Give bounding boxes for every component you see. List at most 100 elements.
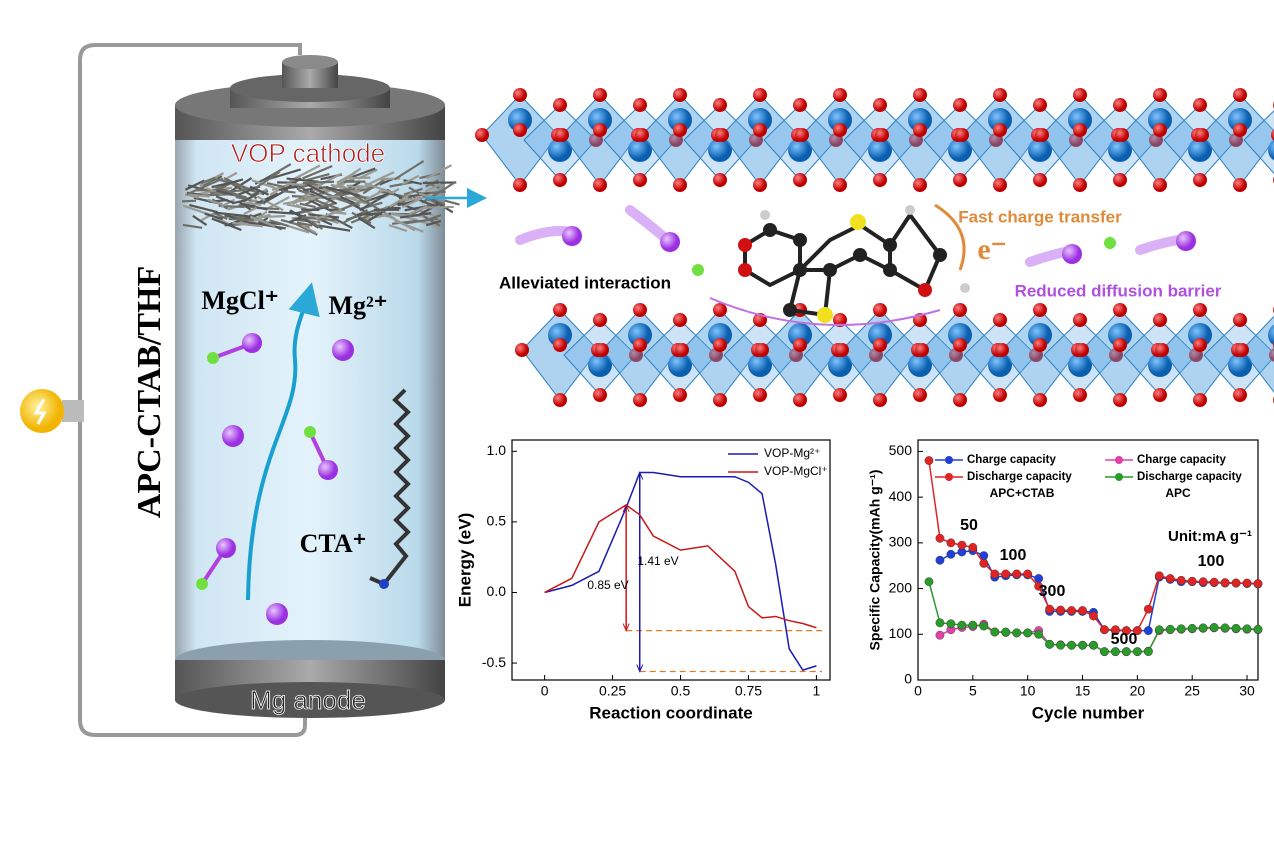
- oxygen: [1233, 388, 1247, 402]
- electrolyte-label: APC-CTAB/THF: [131, 266, 168, 518]
- fiber: [423, 214, 442, 222]
- fiber: [325, 186, 360, 197]
- oxygen: [593, 388, 607, 402]
- oxygen: [953, 393, 967, 407]
- oxygen: [833, 88, 847, 102]
- oxygen: [713, 98, 727, 112]
- y-tick-label: 100: [889, 625, 913, 641]
- cta-chain: [369, 388, 411, 587]
- y-tick-label: 0.5: [487, 513, 507, 529]
- fiber: [303, 180, 335, 185]
- point: [1231, 623, 1241, 633]
- fiber: [330, 210, 347, 215]
- bulb-bolt: [33, 398, 47, 425]
- x-tick-label: 25: [1184, 683, 1200, 699]
- point: [1220, 578, 1230, 588]
- x-tick-label: 10: [1020, 683, 1036, 699]
- point: [1165, 574, 1175, 583]
- point: [1231, 578, 1241, 588]
- oxygen: [1033, 303, 1047, 317]
- fiber: [266, 181, 285, 189]
- vanadium: [1188, 323, 1212, 347]
- point: [1154, 571, 1164, 581]
- oxygen: [755, 343, 769, 357]
- electron-label: e⁻: [977, 233, 1006, 266]
- series-line: [544, 504, 817, 629]
- oxygen: [1193, 393, 1207, 407]
- fiber: [300, 224, 317, 234]
- vanadium: [508, 108, 532, 132]
- legend-label: VOP-MgCl⁺: [764, 464, 828, 478]
- oxygen: [993, 388, 1007, 402]
- point: [1154, 625, 1164, 635]
- plot-frame: [511, 439, 831, 681]
- x-tick-label: 5: [969, 683, 977, 699]
- point: [979, 559, 989, 568]
- annotation: 1.41 eV: [637, 554, 678, 568]
- vanadium: [748, 108, 772, 132]
- ion: [304, 426, 316, 438]
- fiber: [359, 192, 390, 212]
- fiber: [268, 210, 301, 216]
- mgcl-label: MgCl⁺: [201, 286, 278, 315]
- point: [968, 543, 978, 552]
- fiber: [302, 164, 333, 180]
- cathode-label: VOP cathode: [231, 138, 385, 168]
- plot-frame: [917, 439, 1259, 681]
- point: [1089, 640, 1098, 650]
- point: [935, 533, 945, 543]
- oxygen: [1113, 393, 1127, 407]
- oxygen: [1073, 313, 1087, 327]
- fiber: [426, 164, 453, 180]
- oxygen: [1033, 338, 1047, 352]
- y-tick-label: 500: [889, 442, 913, 458]
- oxygen: [1193, 98, 1207, 112]
- fiber: [395, 201, 419, 212]
- oxygen: [633, 338, 647, 352]
- oxygen: [1235, 343, 1249, 357]
- fiber: [216, 189, 233, 196]
- vanadium: [868, 138, 892, 162]
- oxygen: [633, 393, 647, 407]
- point: [1242, 624, 1252, 634]
- annotation: 100: [1000, 547, 1027, 564]
- vanadium: [1148, 108, 1172, 132]
- point: [1045, 639, 1055, 649]
- oxygen: [993, 123, 1007, 137]
- bulb: [20, 389, 64, 433]
- fiber: [422, 215, 441, 227]
- vanadium: [828, 108, 852, 132]
- fiber: [214, 185, 248, 200]
- oxygen: [715, 128, 729, 142]
- octahedron: [1243, 110, 1274, 175]
- x-tick-label: 1: [813, 683, 821, 699]
- fiber: [220, 198, 236, 208]
- oxygen: [793, 393, 807, 407]
- point: [1121, 626, 1131, 636]
- oxygen: [953, 98, 967, 112]
- x-axis-label: Cycle number: [1032, 703, 1145, 722]
- fiber: [267, 196, 290, 210]
- cathode-fibers: [181, 160, 460, 236]
- fiber: [348, 167, 376, 180]
- fiber: [306, 183, 325, 195]
- fiber: [391, 219, 418, 225]
- molecule-atoms: [738, 205, 970, 323]
- legend-label: Discharge capacity: [1137, 471, 1242, 483]
- oxygen: [953, 303, 967, 317]
- fiber: [297, 189, 318, 198]
- oxygen: [593, 88, 607, 102]
- oxygen: [1233, 178, 1247, 192]
- vanadium: [788, 323, 812, 347]
- point: [1220, 623, 1230, 633]
- vanadium: [668, 353, 692, 377]
- legend-label: Charge capacity: [1137, 454, 1226, 466]
- annotation: 0.85 eV: [587, 578, 628, 592]
- oxygen: [515, 343, 529, 357]
- vanadium: [708, 323, 732, 347]
- x-tick-label: 0.25: [599, 683, 626, 699]
- oxygen: [1073, 123, 1087, 137]
- vanadium: [1268, 324, 1274, 346]
- x-tick-label: 15: [1075, 683, 1091, 699]
- vanadium: [588, 353, 612, 377]
